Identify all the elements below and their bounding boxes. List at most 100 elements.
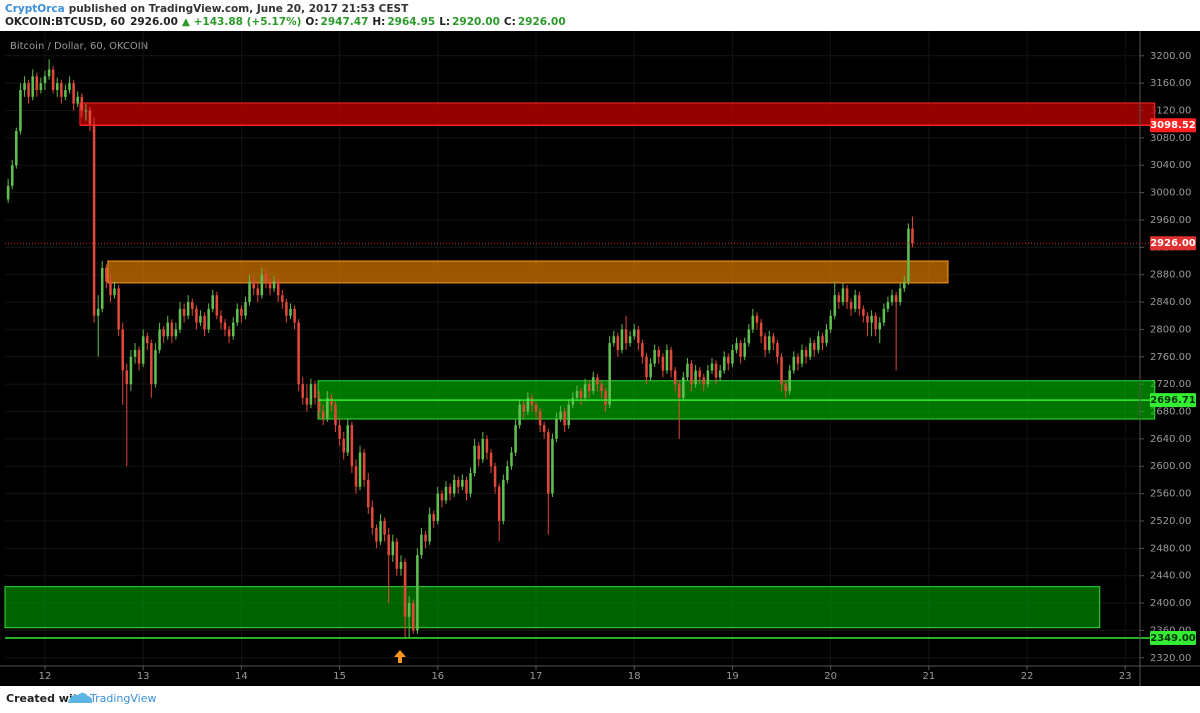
candle-body bbox=[821, 336, 824, 344]
candle-body bbox=[456, 479, 460, 487]
y-tick-label: 3200.00 bbox=[1150, 51, 1191, 62]
candle-body bbox=[862, 308, 865, 316]
candle-body bbox=[391, 541, 395, 556]
y-tick-label: 3080.00 bbox=[1150, 133, 1191, 144]
candle-body bbox=[158, 329, 161, 350]
candle-body bbox=[751, 315, 755, 330]
x-tick-label: 16 bbox=[431, 671, 444, 682]
x-tick-label: 12 bbox=[39, 671, 52, 682]
candle-body bbox=[870, 315, 873, 323]
tradingview-logo bbox=[68, 692, 93, 703]
candle-body bbox=[522, 404, 526, 412]
candle-body bbox=[596, 377, 599, 385]
candle-body bbox=[272, 281, 276, 289]
candle-body bbox=[583, 384, 587, 398]
candle-body bbox=[841, 288, 845, 303]
candle-body bbox=[903, 281, 906, 289]
candle-body bbox=[334, 404, 337, 426]
x-tick-label: 23 bbox=[1119, 671, 1132, 682]
candle-body bbox=[416, 555, 419, 631]
open-value: 2947.47 bbox=[321, 16, 369, 28]
candle-body bbox=[673, 370, 677, 385]
candle-body bbox=[113, 288, 116, 296]
candle-body bbox=[330, 397, 333, 405]
candle-body bbox=[628, 336, 632, 344]
candle-body bbox=[285, 302, 288, 316]
last-price: 2926.00 bbox=[130, 16, 178, 28]
candle-body bbox=[551, 438, 554, 494]
candle-body bbox=[911, 228, 914, 244]
y-tick-label: 2760.00 bbox=[1150, 352, 1191, 363]
candle-body bbox=[755, 315, 759, 323]
level-label: 2696.71 bbox=[1150, 395, 1196, 406]
candle-body bbox=[600, 384, 603, 391]
x-tick-label: 13 bbox=[137, 671, 150, 682]
candle-body bbox=[796, 356, 800, 364]
candle-body bbox=[289, 308, 292, 316]
candle-body bbox=[784, 384, 787, 391]
candle-body bbox=[276, 281, 280, 296]
candle-body bbox=[256, 288, 260, 296]
change: ▲ +143.88 (+5.17%) bbox=[182, 16, 302, 28]
y-tick-label: 2800.00 bbox=[1150, 324, 1191, 335]
candle-body bbox=[792, 356, 796, 371]
level-label: 3098.52 bbox=[1150, 120, 1196, 131]
candle-body bbox=[96, 308, 100, 316]
candle-body bbox=[489, 452, 493, 467]
candle-body bbox=[649, 363, 652, 378]
candle-body bbox=[227, 329, 231, 337]
candle-body bbox=[686, 363, 689, 378]
candle-body bbox=[481, 438, 485, 460]
candle-body bbox=[150, 343, 153, 385]
chart-background bbox=[0, 31, 1200, 686]
candle-body bbox=[907, 228, 910, 282]
footer-brand[interactable]: TradingView bbox=[89, 692, 156, 705]
candle-body bbox=[375, 527, 378, 542]
candle-body bbox=[473, 445, 476, 474]
candle-body bbox=[105, 267, 108, 282]
candle-body bbox=[100, 267, 104, 309]
author[interactable]: CryptOrca bbox=[5, 3, 65, 15]
candle-body bbox=[514, 425, 517, 453]
candle-body bbox=[739, 343, 742, 357]
candle-body bbox=[833, 295, 837, 316]
candle-body bbox=[653, 349, 656, 364]
candle-body bbox=[759, 322, 763, 337]
candle-body bbox=[493, 466, 497, 487]
candle-body bbox=[432, 514, 435, 521]
level-label: 2349.00 bbox=[1150, 633, 1196, 644]
candle-body bbox=[858, 295, 861, 309]
candle-body bbox=[191, 302, 194, 309]
candle-body bbox=[182, 308, 186, 316]
candle-body bbox=[477, 445, 481, 460]
y-tick-label: 2440.00 bbox=[1150, 571, 1191, 582]
zone bbox=[79, 102, 1156, 126]
candle-body bbox=[309, 384, 313, 405]
level-label-box bbox=[1150, 393, 1196, 408]
y-tick-label: 2840.00 bbox=[1150, 297, 1191, 308]
candle-body bbox=[362, 452, 366, 480]
candle-body bbox=[117, 288, 120, 330]
candle-body bbox=[252, 281, 255, 289]
candle-body bbox=[411, 603, 415, 631]
candle-body bbox=[235, 308, 239, 323]
candle-body bbox=[6, 185, 10, 200]
candle-body bbox=[829, 315, 832, 330]
candle-body bbox=[812, 343, 816, 350]
candle-body bbox=[305, 397, 309, 405]
candle-body bbox=[146, 336, 149, 344]
candle-body bbox=[219, 315, 223, 323]
candle-body bbox=[702, 377, 706, 385]
candle-body bbox=[485, 438, 489, 453]
candle-body bbox=[72, 83, 75, 104]
candle-body bbox=[575, 390, 579, 398]
x-tick-label: 18 bbox=[628, 671, 641, 682]
published: published on TradingView.com, June 20, 2… bbox=[69, 3, 409, 15]
candle-body bbox=[64, 89, 67, 97]
candle-body bbox=[166, 322, 170, 337]
candle-body bbox=[186, 302, 190, 316]
candle-body bbox=[342, 438, 346, 453]
candle-body bbox=[395, 541, 399, 569]
candle-body bbox=[763, 336, 767, 350]
